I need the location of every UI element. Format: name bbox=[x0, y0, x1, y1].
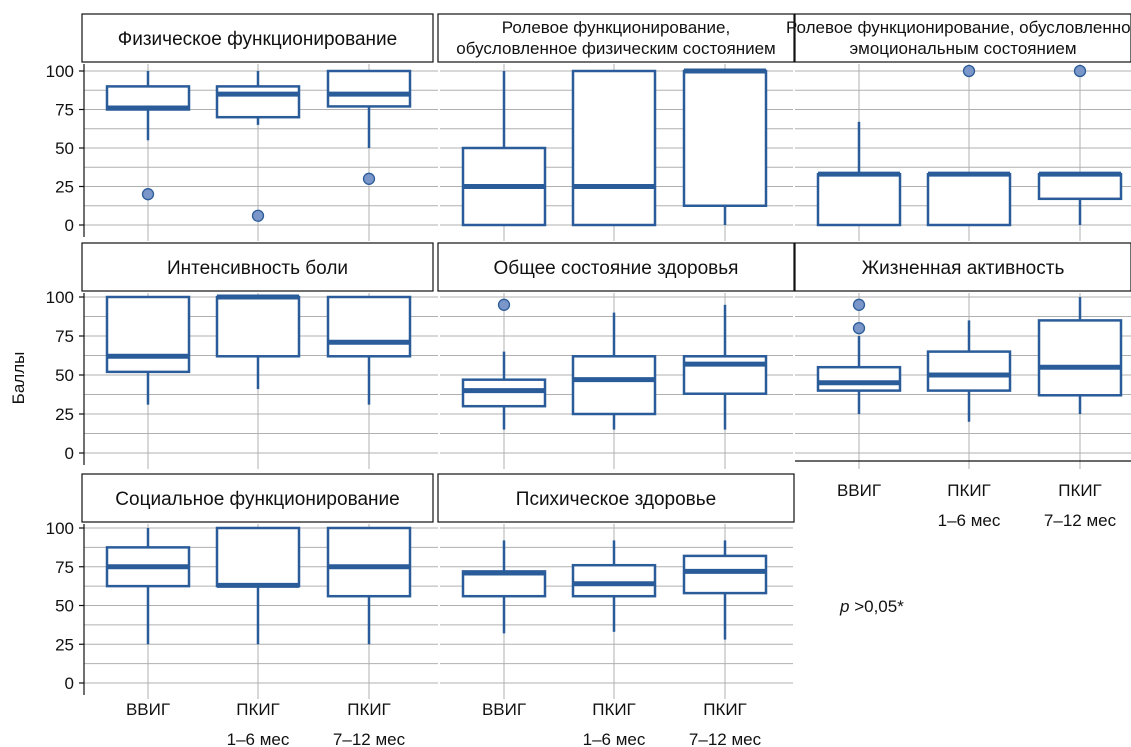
x-category-label: 7–12 мес bbox=[689, 730, 762, 747]
box-iqr bbox=[461, 570, 547, 598]
y-tick-label: 50 bbox=[55, 366, 74, 385]
y-tick-label: 0 bbox=[65, 444, 74, 463]
panel-title-box bbox=[437, 13, 795, 63]
x-category-label: 7–12 мес bbox=[1044, 511, 1117, 530]
y-tick-label: 75 bbox=[55, 327, 74, 346]
x-category-label: 7–12 мес bbox=[333, 730, 406, 747]
y-axis-label: Баллы bbox=[9, 352, 28, 405]
y-tick-label: 25 bbox=[55, 178, 74, 197]
y-tick-label: 100 bbox=[46, 288, 74, 307]
panel-title-line: Ролевое функционирование, обусловленное bbox=[786, 18, 1131, 37]
box-iqr bbox=[215, 526, 301, 588]
x-category-label: ПКИГ bbox=[347, 700, 391, 719]
panel-title: Социальное функционирование bbox=[115, 489, 399, 510]
x-category-label: ПКИГ bbox=[1058, 481, 1102, 500]
x-category-label: 1–6 мес bbox=[938, 511, 1001, 530]
panel-title: Психическое здоровье bbox=[516, 489, 716, 510]
panel-title-line: обусловленное физическим состоянием bbox=[456, 39, 775, 58]
x-category-label: ВВИГ bbox=[837, 481, 881, 500]
panel-title-box bbox=[81, 13, 434, 63]
x-category-label: ПКИГ bbox=[703, 700, 747, 719]
box-iqr bbox=[816, 365, 902, 392]
panel-title: Интенсивность боли bbox=[167, 258, 348, 279]
y-tick-label: 75 bbox=[55, 558, 74, 577]
outlier-point bbox=[251, 209, 265, 222]
box-iqr bbox=[1037, 172, 1123, 201]
p-symbol: p bbox=[839, 597, 849, 616]
y-tick-label: 100 bbox=[46, 519, 74, 538]
box-iqr bbox=[682, 554, 768, 595]
box-iqr bbox=[816, 172, 902, 227]
x-category-label: ПКИГ bbox=[592, 700, 636, 719]
outlier-point bbox=[962, 64, 976, 78]
y-tick-label: 0 bbox=[65, 216, 74, 235]
box-iqr bbox=[571, 69, 657, 227]
x-category-label: ВВИГ bbox=[126, 700, 170, 719]
box-iqr bbox=[326, 69, 412, 108]
panel-title-box bbox=[437, 473, 795, 523]
box-iqr bbox=[326, 295, 412, 358]
box-iqr bbox=[571, 355, 657, 416]
y-tick-label: 100 bbox=[46, 62, 74, 81]
y-tick-label: 0 bbox=[65, 674, 74, 693]
y-tick-label: 25 bbox=[55, 405, 74, 424]
panel-title-line: эмоциональным состоянием bbox=[849, 39, 1076, 58]
panel-title: Общее состояние здоровья bbox=[494, 258, 739, 279]
panel-title: Жизненная активность bbox=[862, 258, 1065, 279]
outlier-point bbox=[852, 298, 866, 311]
outlier-point bbox=[852, 322, 866, 335]
panel-title-box bbox=[437, 242, 795, 292]
panel-title-box bbox=[794, 13, 1131, 63]
p-value-text: >0,05* bbox=[849, 597, 904, 616]
x-category-label: ВВИГ bbox=[482, 700, 526, 719]
x-category-label: 1–6 мес bbox=[583, 730, 646, 747]
box-iqr bbox=[215, 295, 301, 358]
outlier-point bbox=[141, 188, 155, 201]
outlier-point bbox=[362, 172, 376, 185]
panel-title: Физическое функционирование bbox=[118, 29, 397, 50]
x-category-label: 1–6 мес bbox=[227, 730, 290, 747]
p-value-annotation: p >0,05* bbox=[839, 597, 904, 616]
outlier-point bbox=[1073, 64, 1087, 78]
panel-title-line: Ролевое функционирование, bbox=[502, 18, 730, 37]
x-category-label: ПКИГ bbox=[236, 700, 280, 719]
box-iqr bbox=[926, 172, 1012, 227]
y-tick-label: 50 bbox=[55, 597, 74, 616]
panel-title-box bbox=[81, 242, 434, 292]
box-iqr bbox=[1037, 319, 1123, 397]
x-category-label: ПКИГ bbox=[947, 481, 991, 500]
box-iqr bbox=[571, 563, 657, 598]
box-iqr bbox=[682, 69, 768, 207]
y-tick-label: 50 bbox=[55, 139, 74, 158]
y-tick-label: 25 bbox=[55, 635, 74, 654]
panel-title-box bbox=[81, 473, 434, 523]
box-iqr bbox=[926, 350, 1012, 392]
box-iqr bbox=[105, 295, 191, 374]
panel-title-box bbox=[794, 242, 1131, 292]
outlier-point bbox=[497, 298, 511, 311]
y-tick-label: 75 bbox=[55, 101, 74, 120]
box-iqr bbox=[215, 85, 301, 119]
box-iqr bbox=[326, 526, 412, 598]
